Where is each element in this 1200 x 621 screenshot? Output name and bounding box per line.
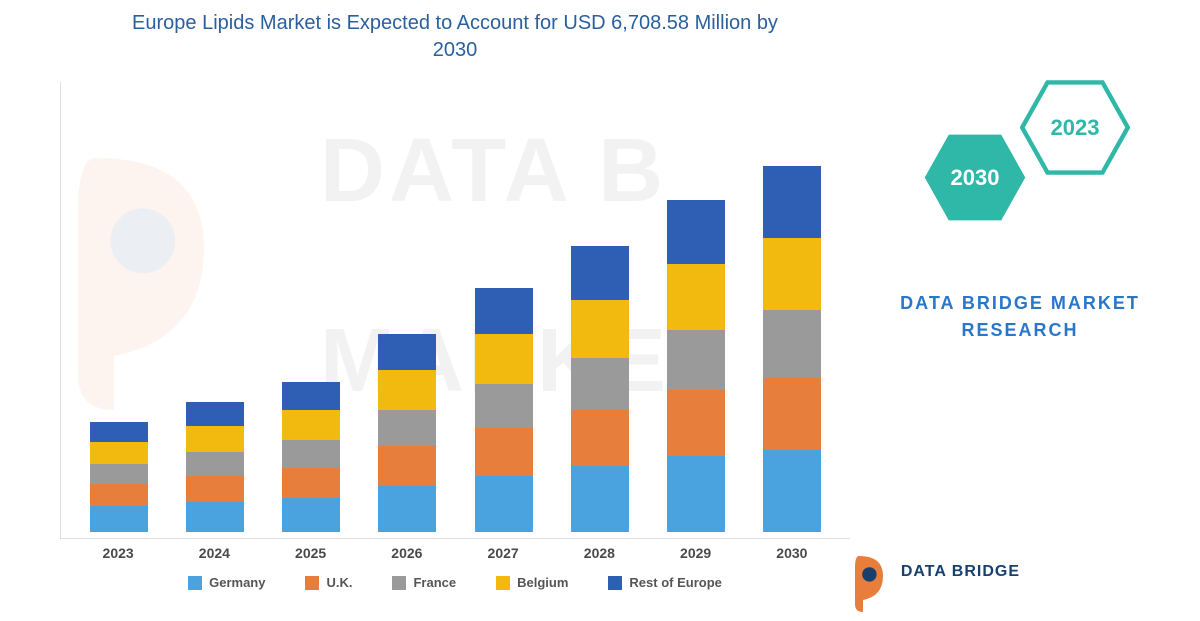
hex-2023: 2023 (1020, 80, 1130, 175)
legend-swatch (305, 576, 319, 590)
bar-segment (667, 390, 725, 456)
bar-segment (378, 486, 436, 532)
bar-segment (378, 410, 436, 446)
hex-badges: 2030 2023 (870, 60, 1200, 260)
bar-segment (763, 310, 821, 378)
bar-segment (667, 330, 725, 390)
legend-swatch (392, 576, 406, 590)
bar-segment (571, 466, 629, 532)
legend-item: Germany (188, 575, 265, 590)
bar-segment (475, 288, 533, 334)
chart-xaxis: 2023 2024 2025 2026 2027 2028 2029 2030 (60, 539, 850, 561)
bar-stack (667, 200, 725, 532)
xaxis-label: 2025 (272, 545, 350, 561)
bar-segment (667, 456, 725, 532)
bar-segment (378, 334, 436, 370)
right-panel: 2030 2023 DATA BRIDGE MARKET RESEARCH (870, 0, 1200, 600)
bar-segment (475, 334, 533, 384)
bar-column (561, 246, 639, 532)
bar-segment (378, 446, 436, 486)
bar-segment (763, 450, 821, 532)
bar-stack (282, 382, 340, 532)
xaxis-label: 2030 (753, 545, 831, 561)
bar-stack (378, 334, 436, 532)
legend-item: Rest of Europe (608, 575, 721, 590)
bar-segment (571, 300, 629, 358)
bar-column (465, 288, 543, 532)
bar-segment (763, 378, 821, 450)
xaxis-label: 2028 (560, 545, 638, 561)
bar-column (272, 382, 350, 532)
bar-segment (282, 382, 340, 410)
chart-title: Europe Lipids Market is Expected to Acco… (60, 10, 850, 64)
bar-segment (667, 264, 725, 330)
legend-swatch (496, 576, 510, 590)
bar-segment (186, 452, 244, 476)
bar-segment (571, 358, 629, 410)
legend-label: U.K. (326, 575, 352, 590)
bar-column (753, 166, 831, 532)
bar-stack (571, 246, 629, 532)
hex-2030-label: 2030 (951, 165, 1000, 191)
brand-text: DATA BRIDGE MARKET RESEARCH (870, 290, 1200, 344)
bar-segment (282, 410, 340, 440)
brand-line1: DATA BRIDGE MARKET (870, 290, 1170, 317)
footer-text-main: DATA BRIDGE (901, 563, 1020, 580)
xaxis-label: 2023 (79, 545, 157, 561)
bar-segment (90, 422, 148, 442)
bar-stack (475, 288, 533, 532)
chart-area: Europe Lipids Market is Expected to Acco… (0, 0, 870, 600)
hex-2030: 2030 (920, 130, 1030, 225)
legend-label: Rest of Europe (629, 575, 721, 590)
bar-segment (282, 440, 340, 468)
legend-item: Belgium (496, 575, 568, 590)
bar-column (368, 334, 446, 532)
chart-plot (60, 82, 850, 539)
hex-2023-label: 2023 (1051, 115, 1100, 141)
bar-stack (90, 422, 148, 532)
bar-column (176, 402, 254, 532)
xaxis-label: 2024 (175, 545, 253, 561)
bar-column (657, 200, 735, 532)
bar-segment (763, 166, 821, 238)
bar-segment (378, 370, 436, 410)
bar-segment (667, 200, 725, 264)
legend-label: Belgium (517, 575, 568, 590)
xaxis-label: 2027 (464, 545, 542, 561)
bar-segment (763, 238, 821, 310)
bar-segment (475, 476, 533, 532)
bar-segment (186, 402, 244, 426)
bar-segment (571, 410, 629, 466)
bar-stack (186, 402, 244, 532)
legend-swatch (608, 576, 622, 590)
legend-item: France (392, 575, 456, 590)
bar-segment (90, 464, 148, 484)
bar-segment (475, 384, 533, 428)
footer-logo: DATA BRIDGE (851, 552, 1020, 592)
bar-segment (186, 476, 244, 502)
bar-segment (475, 428, 533, 476)
legend-label: France (413, 575, 456, 590)
main-container: Europe Lipids Market is Expected to Acco… (0, 0, 1200, 600)
bar-segment (282, 468, 340, 498)
bar-segment (90, 442, 148, 464)
xaxis-label: 2029 (657, 545, 735, 561)
legend-label: Germany (209, 575, 265, 590)
bar-segment (282, 498, 340, 532)
footer-logo-icon (851, 552, 891, 592)
xaxis-label: 2026 (368, 545, 446, 561)
bar-segment (186, 502, 244, 532)
chart-legend: Germany U.K. France Belgium Rest of Europe (60, 575, 850, 590)
bar-segment (571, 246, 629, 300)
legend-swatch (188, 576, 202, 590)
bar-stack (763, 166, 821, 532)
bar-column (80, 422, 158, 532)
bar-segment (186, 426, 244, 452)
bar-segment (90, 484, 148, 506)
brand-line2: RESEARCH (870, 317, 1170, 344)
footer-logo-text: DATA BRIDGE (901, 563, 1020, 581)
legend-item: U.K. (305, 575, 352, 590)
bar-segment (90, 506, 148, 532)
